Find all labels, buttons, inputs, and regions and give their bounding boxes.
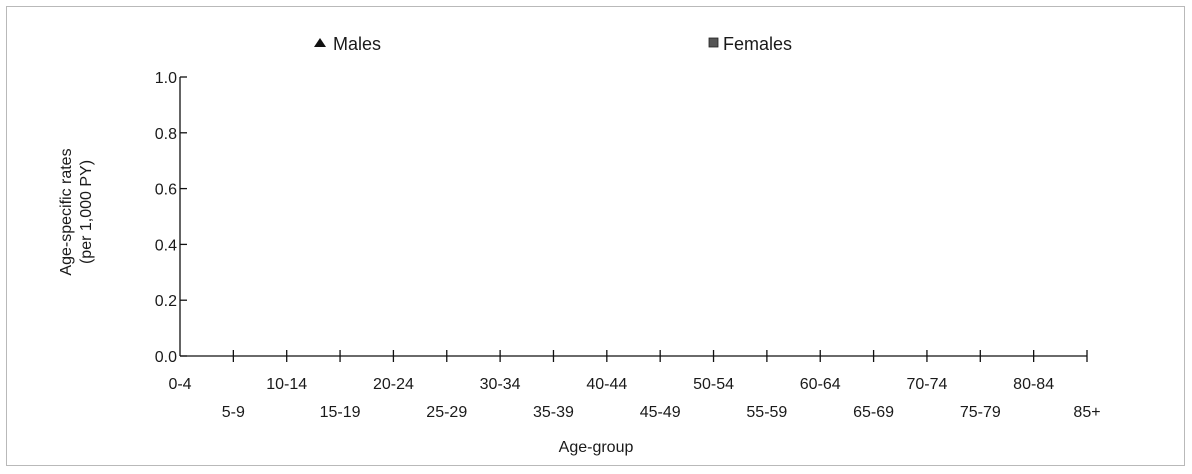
x-axis-title: Age-group	[559, 439, 634, 456]
triangle-icon	[314, 38, 326, 47]
x-tick-label: 75-79	[960, 404, 1001, 421]
x-tick-label: 40-44	[586, 376, 627, 393]
y-tick-label: 1.0	[155, 70, 177, 87]
legend-label-males: Males	[333, 34, 381, 54]
y-tick-label: 0.6	[155, 182, 177, 199]
legend-label-females: Females	[723, 34, 792, 54]
x-tick-label: 55-59	[746, 404, 787, 421]
y-axis-title: Age-specific rates (per 1,000 PY)	[58, 148, 95, 275]
x-tick-label: 45-49	[640, 404, 681, 421]
x-tick-label: 60-64	[800, 376, 841, 393]
x-tick-label: 65-69	[853, 404, 894, 421]
x-tick-label: 50-54	[693, 376, 734, 393]
x-tick-label: 85+	[1073, 404, 1100, 421]
x-tick-label: 70-74	[906, 376, 947, 393]
axes	[179, 77, 1087, 357]
y-tick-label: 0.4	[155, 237, 177, 254]
x-tick-label: 0-4	[168, 376, 191, 393]
x-tick-label: 25-29	[426, 404, 467, 421]
legend-item-males: Males	[314, 34, 381, 54]
legend: Males Females	[314, 34, 792, 54]
square-icon	[708, 37, 719, 48]
x-tick-label: 80-84	[1013, 376, 1054, 393]
y-tick-label: 0.2	[155, 293, 177, 310]
y-axis-title-line-2: (per 1,000 PY)	[78, 160, 95, 264]
chart-frame	[6, 6, 1185, 466]
legend-item-females: Females	[708, 34, 792, 54]
x-tick-label: 15-19	[320, 404, 361, 421]
y-tick-label: 0.8	[155, 126, 177, 143]
y-axis-title-line-1: Age-specific rates	[58, 148, 75, 275]
x-tick-label: 5-9	[222, 404, 245, 421]
x-tick-label: 35-39	[533, 404, 574, 421]
x-tick-label: 30-34	[480, 376, 521, 393]
y-ticks: 0.0 0.2 0.4 0.6 0.8 1.0	[155, 70, 187, 366]
x-tick-label: 20-24	[373, 376, 414, 393]
x-ticks: 0-4 5-9 10-14 15-19 20-24 25-29 30-34 35-39 40-4…	[168, 350, 1101, 421]
x-tick-label: 10-14	[266, 376, 307, 393]
y-tick-label: 0.0	[155, 349, 177, 366]
